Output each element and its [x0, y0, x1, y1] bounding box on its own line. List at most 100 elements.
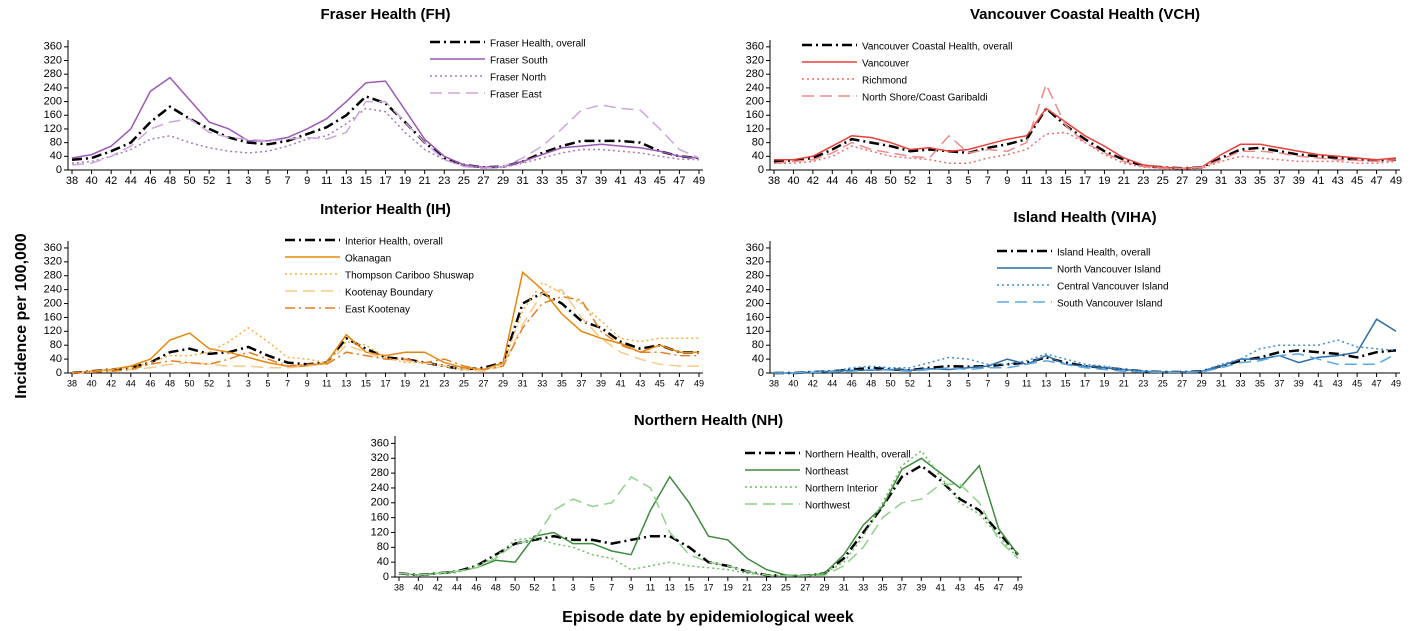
x-tick-label: 40 [788, 378, 798, 388]
legend-label: Northwest [805, 501, 850, 512]
chart-title: Fraser Health (FH) [320, 6, 450, 23]
x-tick-label: 27 [1177, 378, 1187, 388]
x-tick-label: 3 [946, 378, 951, 388]
x-tick-label: 29 [1196, 175, 1208, 187]
legend-label: Northeast [805, 467, 849, 478]
x-tick-label: 21 [420, 378, 430, 388]
y-tick-label: 80 [752, 137, 764, 149]
legend-label: Northern Interior [805, 484, 878, 495]
y-tick-label: 200 [746, 95, 764, 107]
x-tick-label: 40 [787, 175, 799, 187]
x-tick-label: 35 [556, 175, 568, 187]
y-tick-label: 0 [56, 164, 62, 176]
legend-label: Fraser East [490, 90, 542, 101]
x-tick-label: 48 [866, 378, 876, 388]
y-tick-label: 240 [44, 82, 62, 94]
x-tick-label: 25 [1158, 378, 1168, 388]
x-tick-label: 46 [471, 582, 481, 592]
x-tick-label: 48 [165, 378, 175, 388]
series-line [71, 295, 699, 374]
series-line [71, 76, 700, 169]
y-tick-label: 240 [44, 284, 62, 296]
x-tick-label: 9 [1004, 175, 1010, 187]
y-tick-label: 120 [371, 526, 389, 538]
x-tick-label: 23 [439, 378, 449, 388]
x-tick-label: 43 [634, 175, 646, 187]
x-tick-label: 29 [498, 378, 508, 388]
y-tick-label: 360 [746, 242, 764, 254]
legend-label: Thompson Cariboo Shuswap [345, 271, 474, 282]
y-tick-label: 280 [44, 270, 62, 282]
x-tick-label: 37 [575, 175, 587, 187]
y-tick-label: 320 [746, 54, 764, 66]
x-tick-label: 11 [321, 175, 332, 187]
x-tick-label: 41 [615, 175, 627, 187]
x-tick-label: 45 [974, 582, 984, 592]
x-tick-label: 25 [459, 378, 469, 388]
y-tick-label: 360 [371, 437, 389, 449]
y-tick-label: 280 [746, 68, 764, 80]
x-tick-label: 7 [284, 175, 290, 187]
x-tick-label: 9 [304, 175, 310, 187]
x-tick-label: 13 [341, 378, 351, 388]
x-tick-label: 33 [1234, 175, 1246, 187]
series-line [71, 94, 700, 169]
x-tick-label: 3 [245, 175, 251, 187]
series-line [774, 339, 1397, 374]
x-tick-label: 44 [125, 175, 137, 187]
x-tick-label: 39 [1294, 378, 1304, 388]
x-tick-label: 3 [946, 175, 952, 187]
y-tick-label: 320 [371, 452, 389, 464]
legend-label: East Kootenay [345, 305, 410, 316]
x-tick-label: 47 [674, 378, 684, 388]
x-tick-label: 15 [361, 378, 371, 388]
series-line [774, 353, 1397, 374]
y-tick-label: 240 [746, 284, 764, 296]
series-line [398, 457, 1019, 577]
x-tick-label: 31 [839, 582, 849, 592]
x-tick-label: 45 [655, 378, 665, 388]
x-tick-label: 13 [340, 175, 352, 187]
y-tick-label: 200 [44, 297, 62, 309]
x-tick-label: 19 [400, 378, 410, 388]
legend-label: Fraser North [490, 73, 546, 84]
y-tick-label: 360 [44, 242, 62, 254]
x-tick-label: 11 [1022, 378, 1031, 388]
y-tick-label: 120 [44, 325, 62, 337]
x-tick-label: 42 [106, 378, 116, 388]
y-tick-label: 120 [746, 123, 764, 135]
x-tick-label: 17 [1080, 378, 1090, 388]
x-tick-label: 46 [145, 378, 155, 388]
x-tick-label: 48 [865, 175, 877, 187]
x-tick-label: 35 [878, 582, 888, 592]
x-tick-label: 23 [1138, 378, 1148, 388]
x-tick-label: 38 [67, 378, 77, 388]
x-tick-label: 37 [1274, 378, 1284, 388]
y-tick-label: 320 [44, 54, 62, 66]
legend-label: Central Vancouver Island [1057, 282, 1169, 293]
legend-label: Kootenay Boundary [345, 288, 433, 299]
x-tick-label: 15 [684, 582, 694, 592]
y-tick-label: 80 [752, 339, 764, 351]
x-tick-label: 7 [985, 175, 991, 187]
y-axis-label: Incidence per 100,000 [13, 233, 30, 399]
series-line [398, 464, 1019, 578]
x-tick-label: 5 [265, 175, 271, 187]
x-tick-label: 7 [609, 582, 614, 592]
x-tick-label: 1 [226, 175, 232, 187]
x-tick-label: 39 [916, 582, 926, 592]
x-tick-label: 31 [518, 378, 528, 388]
legend-label: Richmond [862, 76, 907, 87]
x-tick-label: 37 [1273, 175, 1285, 187]
x-tick-label: 47 [1372, 378, 1382, 388]
x-tick-label: 52 [905, 378, 915, 388]
x-tick-label: 15 [1061, 378, 1071, 388]
x-tick-label: 42 [808, 378, 818, 388]
x-tick-label: 27 [477, 175, 489, 187]
y-tick-label: 40 [50, 353, 62, 365]
x-tick-label: 43 [635, 378, 645, 388]
x-tick-label: 1 [226, 378, 231, 388]
legend-label: North Shore/Coast Garibaldi [862, 93, 988, 104]
x-tick-label: 29 [1197, 378, 1207, 388]
